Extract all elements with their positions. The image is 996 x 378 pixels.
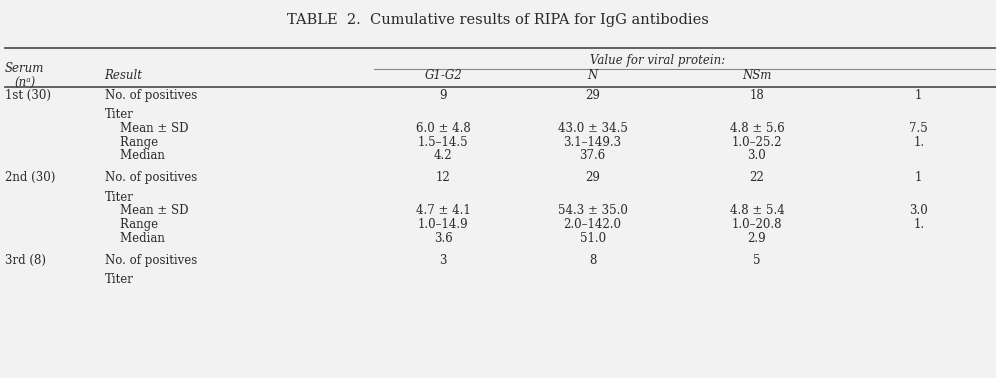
Text: No. of positives: No. of positives [105,254,197,266]
Text: 4.8 ± 5.6: 4.8 ± 5.6 [730,122,784,135]
Text: 37.6: 37.6 [580,149,606,162]
Text: 51.0: 51.0 [580,232,606,245]
Text: 43.0 ± 34.5: 43.0 ± 34.5 [558,122,627,135]
Text: Titer: Titer [105,108,133,121]
Text: G1-G2: G1-G2 [424,69,462,82]
Text: 18: 18 [750,89,764,102]
Text: 5: 5 [753,254,761,266]
Text: 1.5–14.5: 1.5–14.5 [418,136,468,149]
Text: 1: 1 [915,171,922,184]
Text: Range: Range [105,136,157,149]
Text: 1: 1 [915,89,922,102]
Text: Mean ± SD: Mean ± SD [105,204,188,217]
Text: 1.: 1. [913,218,924,231]
Text: No. of positives: No. of positives [105,89,197,102]
Text: NSm: NSm [742,69,772,82]
Text: TABLE  2.  Cumulative results of RIPA for IgG antibodies: TABLE 2. Cumulative results of RIPA for … [287,13,709,27]
Text: 3.1–149.3: 3.1–149.3 [564,136,622,149]
Text: Titer: Titer [105,191,133,204]
Text: 54.3 ± 35.0: 54.3 ± 35.0 [558,204,627,217]
Text: 3.0: 3.0 [748,149,766,162]
Text: Range: Range [105,218,157,231]
Text: Value for viral protein:: Value for viral protein: [590,54,725,67]
Text: 12: 12 [436,171,450,184]
Text: Mean ± SD: Mean ± SD [105,122,188,135]
Text: Titer: Titer [105,273,133,286]
Text: 1.: 1. [913,136,924,149]
Text: Serum
(nᵃ): Serum (nᵃ) [5,62,45,90]
Text: 4.7 ± 4.1: 4.7 ± 4.1 [416,204,470,217]
Text: 4.8 ± 5.4: 4.8 ± 5.4 [730,204,784,217]
Text: 4.2: 4.2 [434,149,452,162]
Text: 2nd (30): 2nd (30) [5,171,56,184]
Text: 1.0–20.8: 1.0–20.8 [732,218,782,231]
Text: No. of positives: No. of positives [105,171,197,184]
Text: 8: 8 [589,254,597,266]
Text: 2.0–142.0: 2.0–142.0 [564,218,622,231]
Text: Median: Median [105,149,164,162]
Text: 1.0–25.2: 1.0–25.2 [732,136,782,149]
Text: 9: 9 [439,89,447,102]
Text: 3.0: 3.0 [909,204,928,217]
Text: Median: Median [105,232,164,245]
Text: 3: 3 [439,254,447,266]
Text: 29: 29 [586,171,600,184]
Text: N: N [588,69,598,82]
Text: 6.0 ± 4.8: 6.0 ± 4.8 [416,122,470,135]
Text: 1st (30): 1st (30) [5,89,51,102]
Text: 29: 29 [586,89,600,102]
Text: 3rd (8): 3rd (8) [5,254,46,266]
Text: 22: 22 [750,171,764,184]
Text: 2.9: 2.9 [748,232,766,245]
Text: Result: Result [105,69,142,82]
Text: 3.6: 3.6 [434,232,452,245]
Text: 7.5: 7.5 [909,122,928,135]
Text: 1.0–14.9: 1.0–14.9 [418,218,468,231]
